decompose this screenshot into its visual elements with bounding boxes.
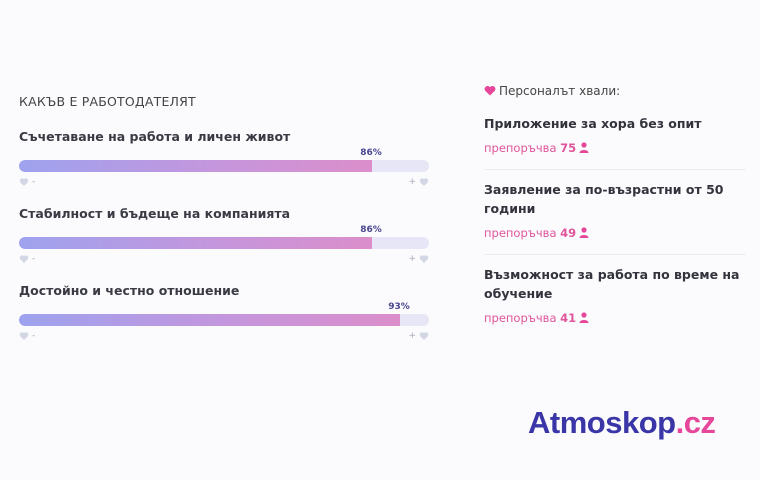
heart-outline-icon bbox=[19, 332, 29, 340]
rating-bar bbox=[19, 314, 429, 326]
person-icon bbox=[579, 227, 589, 238]
metric-work-life: Съчетаване на работа и личен живот 86% -… bbox=[19, 129, 429, 206]
praise-item: Заявление за по-възрастни от 50 години п… bbox=[484, 170, 746, 255]
heart-outline-icon bbox=[419, 255, 429, 263]
recommend-count: препоръчва 49 bbox=[484, 226, 746, 240]
rating-bar-fill bbox=[19, 237, 372, 249]
logo-part-1: Atmoskop bbox=[528, 405, 676, 440]
heart-icon bbox=[484, 86, 496, 96]
metric-label: Стабилност и бъдеще на компанията bbox=[19, 206, 291, 221]
metric-stability: Стабилност и бъдеще на компанията 86% - … bbox=[19, 206, 429, 283]
recommend-count: препоръчва 41 bbox=[484, 311, 746, 325]
scale-min-label: - bbox=[32, 177, 36, 187]
person-icon bbox=[579, 312, 589, 323]
recommend-label: препоръчва bbox=[484, 311, 557, 325]
praise-heading-text: Персоналът хвали: bbox=[499, 84, 621, 98]
praise-item: Възможност за работа по време на обучени… bbox=[484, 255, 746, 339]
section-title: КАКЪВ Е РАБОТОДАТЕЛЯТ bbox=[19, 94, 196, 109]
person-icon bbox=[579, 142, 589, 153]
rating-scale: - + bbox=[19, 177, 429, 189]
scale-max-label: + bbox=[408, 331, 416, 341]
praise-title: Заявление за по-възрастни от 50 години bbox=[484, 182, 724, 216]
recommend-number: 41 bbox=[560, 311, 577, 325]
metric-percent: 86% bbox=[360, 148, 382, 158]
scale-min-label: - bbox=[32, 254, 36, 264]
rating-bar bbox=[19, 160, 429, 172]
praise-panel: Персоналът хвали: Приложение за хора без… bbox=[484, 84, 746, 339]
rating-scale: - + bbox=[19, 254, 429, 266]
metric-percent: 93% bbox=[388, 302, 410, 312]
metric-fair-treatment: Достойно и честно отношение 93% - + bbox=[19, 283, 429, 360]
recommend-label: препоръчва bbox=[484, 226, 557, 240]
rating-bar-fill bbox=[19, 160, 372, 172]
praise-title: Възможност за работа по време на обучени… bbox=[484, 267, 740, 301]
heart-outline-icon bbox=[19, 255, 29, 263]
rating-scale: - + bbox=[19, 331, 429, 343]
scale-min-label: - bbox=[32, 331, 36, 341]
employer-ratings: КАКЪВ Е РАБОТОДАТЕЛЯТ Съчетаване на рабо… bbox=[19, 94, 429, 360]
recommend-number: 75 bbox=[560, 141, 577, 155]
recommend-count: препоръчва 75 bbox=[484, 141, 746, 155]
heart-outline-icon bbox=[419, 332, 429, 340]
logo-part-2: .cz bbox=[675, 405, 716, 440]
metric-label: Достойно и честно отношение bbox=[19, 283, 240, 298]
scale-max-label: + bbox=[408, 254, 416, 264]
rating-bar-fill bbox=[19, 314, 400, 326]
rating-bar bbox=[19, 237, 429, 249]
praise-item: Приложение за хора без опит препоръчва 7… bbox=[484, 104, 746, 170]
metric-label: Съчетаване на работа и личен живот bbox=[19, 129, 291, 144]
scale-max-label: + bbox=[408, 177, 416, 187]
metric-percent: 86% bbox=[360, 225, 382, 235]
recommend-label: препоръчва bbox=[484, 141, 557, 155]
heart-outline-icon bbox=[419, 178, 429, 186]
praise-heading: Персоналът хвали: bbox=[484, 84, 746, 104]
recommend-number: 49 bbox=[560, 226, 577, 240]
praise-title: Приложение за хора без опит bbox=[484, 116, 702, 131]
atmoskop-logo[interactable]: Atmoskop.cz bbox=[528, 405, 716, 441]
heart-outline-icon bbox=[19, 178, 29, 186]
